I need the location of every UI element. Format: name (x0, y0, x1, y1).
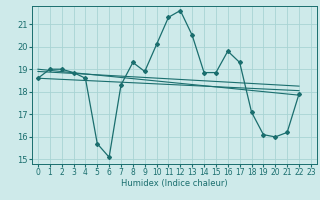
X-axis label: Humidex (Indice chaleur): Humidex (Indice chaleur) (121, 179, 228, 188)
